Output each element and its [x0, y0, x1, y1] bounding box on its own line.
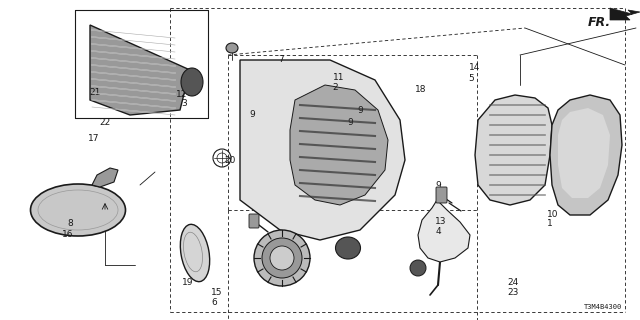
Text: 7: 7	[278, 55, 284, 64]
Text: 14: 14	[468, 63, 480, 72]
Ellipse shape	[181, 68, 203, 96]
Polygon shape	[90, 25, 190, 115]
Text: 12: 12	[175, 90, 187, 99]
Text: 18: 18	[415, 85, 426, 94]
Text: 17: 17	[88, 134, 100, 143]
FancyBboxPatch shape	[249, 214, 259, 228]
Text: 4: 4	[435, 227, 441, 236]
Text: 21: 21	[89, 88, 100, 97]
Text: 5: 5	[468, 74, 474, 83]
Ellipse shape	[335, 237, 360, 259]
Text: 22: 22	[99, 118, 111, 127]
Text: 3: 3	[181, 99, 187, 108]
Polygon shape	[92, 168, 118, 187]
Polygon shape	[290, 85, 388, 205]
Text: 9: 9	[347, 118, 353, 127]
Text: 10: 10	[547, 210, 559, 219]
Text: 24: 24	[507, 278, 518, 287]
Circle shape	[262, 238, 302, 278]
Polygon shape	[418, 200, 470, 262]
Text: 6: 6	[211, 298, 217, 307]
Text: 15: 15	[211, 288, 223, 297]
Text: FR.: FR.	[588, 15, 611, 28]
Text: 2: 2	[333, 83, 339, 92]
Text: 1: 1	[547, 219, 553, 228]
Circle shape	[270, 246, 294, 270]
Text: 11: 11	[333, 73, 344, 82]
Text: 8
16: 8 16	[62, 219, 74, 239]
Ellipse shape	[226, 43, 238, 53]
Ellipse shape	[180, 224, 210, 282]
Text: 13: 13	[435, 217, 447, 226]
Circle shape	[254, 230, 310, 286]
Text: 9: 9	[250, 110, 255, 119]
Text: 20: 20	[224, 156, 236, 165]
Polygon shape	[558, 108, 610, 198]
Ellipse shape	[31, 184, 125, 236]
FancyBboxPatch shape	[436, 187, 447, 203]
Text: 9: 9	[357, 106, 363, 115]
Polygon shape	[240, 60, 405, 240]
Text: T3M4B4300: T3M4B4300	[584, 304, 622, 310]
Text: 9: 9	[435, 181, 441, 190]
Polygon shape	[550, 95, 622, 215]
Circle shape	[410, 260, 426, 276]
Text: 23: 23	[507, 288, 518, 297]
Text: 19: 19	[182, 278, 194, 287]
Polygon shape	[610, 8, 640, 20]
Polygon shape	[475, 95, 552, 205]
